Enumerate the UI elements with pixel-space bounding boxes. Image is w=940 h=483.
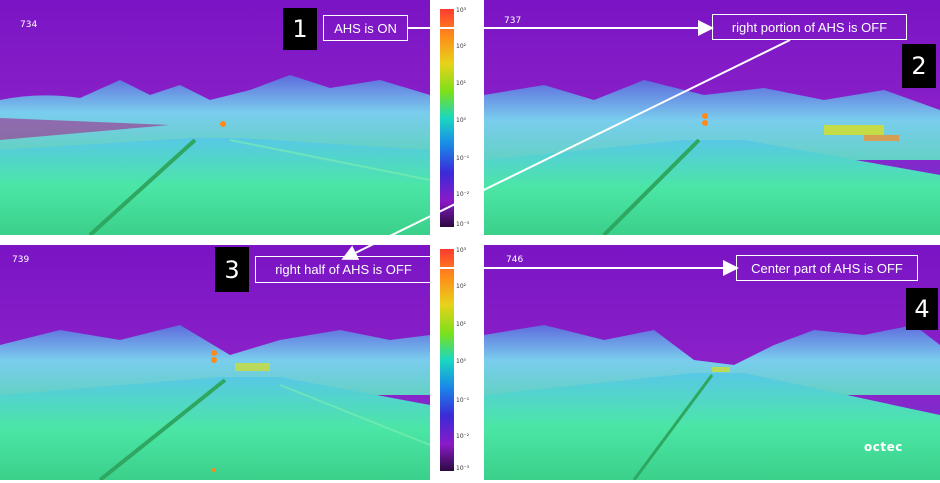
octec-logo: octec: [864, 440, 903, 454]
step-label-4: 4: [906, 288, 938, 330]
scene-panel-3: 739: [0, 245, 430, 480]
luminance-image-4: [484, 245, 940, 480]
colorbar-1-tick-2: 10¹: [456, 80, 467, 87]
frame-number-3: 739: [12, 255, 30, 265]
scene-panel-4: 746 octec: [484, 245, 940, 480]
colorbar-3-tick-2: 10¹: [456, 321, 467, 328]
colorbar-1-tick-6: 10⁻³: [456, 221, 470, 228]
colorbar-3-tick-3: 10⁰: [456, 358, 467, 365]
colorbar-1: 10³ 10² 10¹ 10⁰ 10⁻¹ 10⁻² 10⁻³: [432, 5, 470, 233]
luminance-image-2: [484, 0, 940, 235]
colorbar-3-tick-0: 10³: [456, 247, 467, 254]
luminance-image-3: [0, 245, 430, 480]
colorbar-3: 10³ 10² 10¹ 10⁰ 10⁻¹ 10⁻² 10⁻³: [432, 245, 470, 477]
scene-panel-2: 737: [484, 0, 940, 235]
colorbar-3-tick-6: 10⁻³: [456, 465, 470, 472]
colorbar-1-tick-1: 10²: [456, 43, 467, 50]
frame-number-4: 746: [506, 255, 524, 265]
colorbar-3-tick-5: 10⁻²: [456, 433, 470, 440]
callout-2: right portion of AHS is OFF: [712, 14, 907, 40]
colorbar-1-tick-3: 10⁰: [456, 117, 467, 124]
colorbar-3-tick-1: 10²: [456, 283, 467, 290]
callout-1: AHS is ON: [323, 15, 408, 41]
step-label-2: 2: [902, 44, 936, 88]
colorbar-1-tick-5: 10⁻²: [456, 191, 470, 198]
frame-number-1: 734: [20, 20, 38, 30]
luminance-image-1: [0, 0, 430, 235]
colorbar-gradient-1: [440, 9, 454, 227]
step-label-1: 1: [283, 8, 317, 50]
colorbar-3-tick-4: 10⁻¹: [456, 397, 470, 404]
arrow-2-to-3: [341, 39, 791, 260]
callout-3: right half of AHS is OFF: [255, 256, 432, 283]
frame-number-2: 737: [504, 16, 522, 26]
callout-4: Center part of AHS is OFF: [736, 255, 918, 281]
scene-panel-1: 734: [0, 0, 430, 235]
colorbar-1-tick-0: 10³: [456, 7, 467, 14]
colorbar-1-tick-4: 10⁻¹: [456, 155, 470, 162]
colorbar-gradient-3: [440, 249, 454, 471]
step-label-3: 3: [215, 247, 249, 292]
